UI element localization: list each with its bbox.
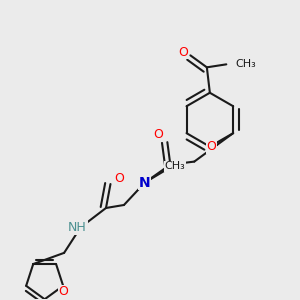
Text: NH: NH (68, 221, 87, 234)
Text: O: O (178, 46, 188, 59)
Text: O: O (153, 128, 163, 141)
Text: CH₃: CH₃ (164, 161, 185, 171)
Text: N: N (139, 176, 151, 190)
Text: O: O (206, 140, 216, 153)
Text: CH₃: CH₃ (235, 59, 256, 69)
Text: O: O (58, 285, 68, 298)
Text: O: O (115, 172, 124, 184)
